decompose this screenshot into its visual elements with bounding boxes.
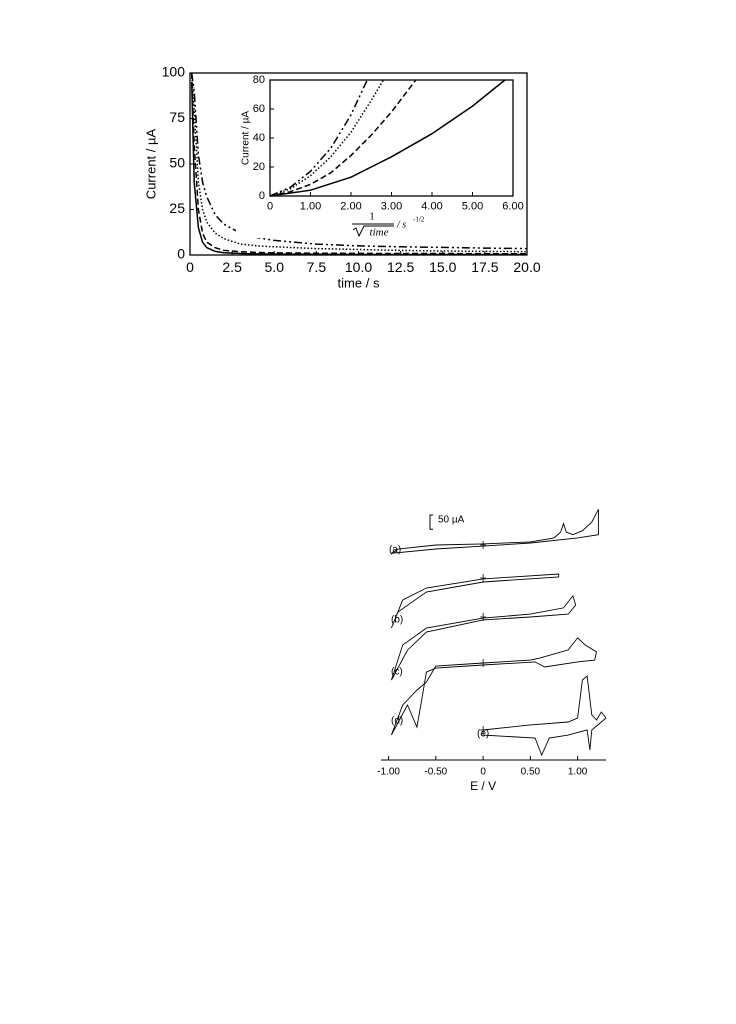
y-tick-label: 0 xyxy=(259,190,265,202)
x-axis-label: time / s xyxy=(338,275,380,290)
y-tick-label: 50 xyxy=(169,155,185,171)
trace-label: (e) xyxy=(477,729,489,740)
x-tick-label: 4.00 xyxy=(421,200,442,212)
x-tick-label: 2.00 xyxy=(340,200,361,212)
x-label-unit: / s xyxy=(396,219,406,230)
y-axis-label: Current / µA xyxy=(143,129,158,200)
trace-label: (b) xyxy=(391,615,403,626)
x-label-exponent: -1/2 xyxy=(413,216,425,224)
y-tick-label: 75 xyxy=(169,109,185,125)
data-line xyxy=(269,79,506,197)
trace-label: (a) xyxy=(389,545,401,556)
x-tick-label: 7.5 xyxy=(307,259,327,275)
x-tick-label: 5.0 xyxy=(265,259,285,275)
origin-cross xyxy=(480,541,487,549)
inset-background xyxy=(236,76,518,238)
x-tick-label: 12.5 xyxy=(387,259,414,275)
x-tick-label: 1.00 xyxy=(568,767,588,778)
x-tick-label: -1.00 xyxy=(377,767,400,778)
x-label-denominator: time xyxy=(370,227,389,239)
cv-trace xyxy=(390,573,560,629)
data-line xyxy=(269,79,385,197)
data-line xyxy=(190,72,528,253)
x-tick-label: 0 xyxy=(186,259,194,275)
origin-cross xyxy=(480,574,487,582)
x-tick-label: 20.0 xyxy=(513,259,540,275)
scale-bar-label: 50 µA xyxy=(438,515,465,526)
y-axis-label: Current / µA xyxy=(241,111,252,165)
y-tick-label: 60 xyxy=(253,103,265,115)
x-tick-label: 6.00 xyxy=(502,200,523,212)
x-tick-label: 0 xyxy=(480,767,486,778)
y-tick-label: 25 xyxy=(169,200,185,216)
x-tick-label: 17.5 xyxy=(471,259,498,275)
trace-label: (d) xyxy=(391,716,403,727)
x-tick-label: 0.50 xyxy=(521,767,541,778)
x-tick-label: 5.00 xyxy=(462,200,483,212)
cv-trace xyxy=(390,594,577,681)
data-line xyxy=(190,82,527,256)
cv-trace xyxy=(482,675,607,757)
data-line xyxy=(269,79,417,197)
y-tick-label: 100 xyxy=(162,64,186,80)
origin-cross xyxy=(480,726,487,734)
x-tick-label: 1.00 xyxy=(300,200,321,212)
x-tick-label: 10.0 xyxy=(345,259,372,275)
cv-trace xyxy=(390,637,598,736)
y-tick-label: 0 xyxy=(177,246,185,262)
x-label-numerator: 1 xyxy=(369,211,375,223)
x-tick-label: 0 xyxy=(267,200,273,212)
origin-cross xyxy=(480,659,487,667)
x-tick-label: -0.50 xyxy=(424,767,447,778)
x-tick-label: 15.0 xyxy=(429,259,456,275)
x-axis-label: E / V xyxy=(470,779,496,793)
trace-label: (c) xyxy=(391,667,403,678)
data-line xyxy=(269,79,368,197)
origin-cross xyxy=(480,613,487,621)
x-tick-label: 2.5 xyxy=(222,259,242,275)
x-tick-label: 3.00 xyxy=(381,200,402,212)
y-tick-label: 40 xyxy=(253,132,265,144)
y-tick-label: 20 xyxy=(253,161,265,173)
sqrt-sign xyxy=(352,225,394,238)
y-tick-label: 80 xyxy=(253,74,265,86)
scale-bar xyxy=(429,514,433,530)
data-line xyxy=(190,72,527,255)
